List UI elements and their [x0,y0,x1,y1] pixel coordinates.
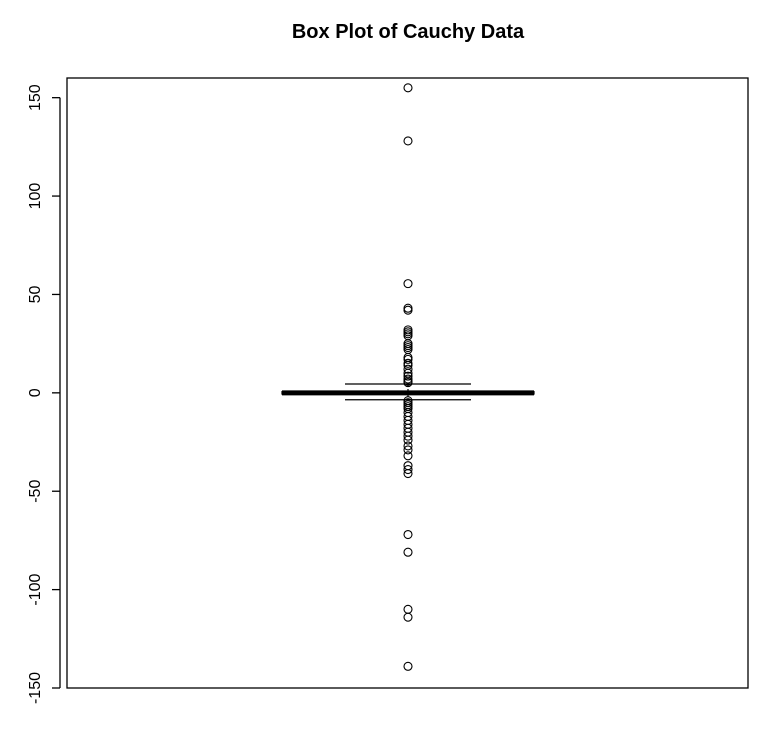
outlier-point [403,468,413,479]
outlier-point [403,371,413,381]
y-tick-label: -50 [27,480,44,503]
outlier-point [403,435,413,445]
outlier-point [403,136,413,146]
outlier-point [403,529,413,540]
outlier-point [403,612,413,622]
outlier-point [403,547,413,557]
outlier-point [403,364,413,374]
outlier-point [403,378,413,388]
y-axis: -150 -100 -50 0 50 100 150 [27,84,61,704]
outlier-point [403,441,413,451]
outlier-point [403,305,413,315]
outlier-point [403,445,413,455]
outlier-point [403,465,413,475]
plot-frame [66,77,749,689]
y-tick-label: 50 [27,285,44,303]
outlier-point [403,279,413,289]
y-tick-label: 150 [27,84,44,111]
outlier-point [403,451,413,461]
y-tick-label: 0 [27,388,44,397]
chart-title: Box Plot of Cauchy Data [292,21,525,43]
outlier-point [403,83,413,93]
y-tick-label: -100 [27,574,44,606]
outlier-points [403,83,413,671]
outlier-point [403,604,413,614]
outlier-point [403,661,413,671]
outlier-point [403,354,413,364]
y-tick-label: -150 [27,672,44,704]
outlier-point [403,431,413,441]
y-tick-label: 100 [27,183,44,210]
outlier-point [403,303,413,313]
